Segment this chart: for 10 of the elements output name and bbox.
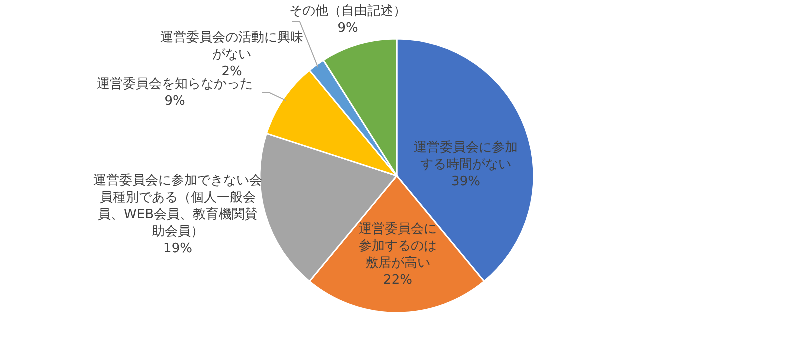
slice-label: その他（自由記述） bbox=[288, 3, 408, 20]
data-label: 19% bbox=[162, 240, 194, 258]
data-label: 9% bbox=[164, 93, 186, 110]
data-label: 9% bbox=[338, 21, 358, 36]
slice-label: 運営委員会に参加するのは敷居が高い bbox=[358, 221, 438, 272]
slice-label: 運営委員会に参加できない会員種別である（個人一般会員、WEB会員、教育機関賛助会員） bbox=[93, 172, 263, 240]
slice-label: 運営委員会の活動に興味がない bbox=[160, 30, 304, 64]
data-label: 22% bbox=[382, 272, 414, 289]
slice-label: 運営委員会に参加する時間がない bbox=[414, 140, 518, 174]
data-label: 39% bbox=[450, 174, 482, 190]
